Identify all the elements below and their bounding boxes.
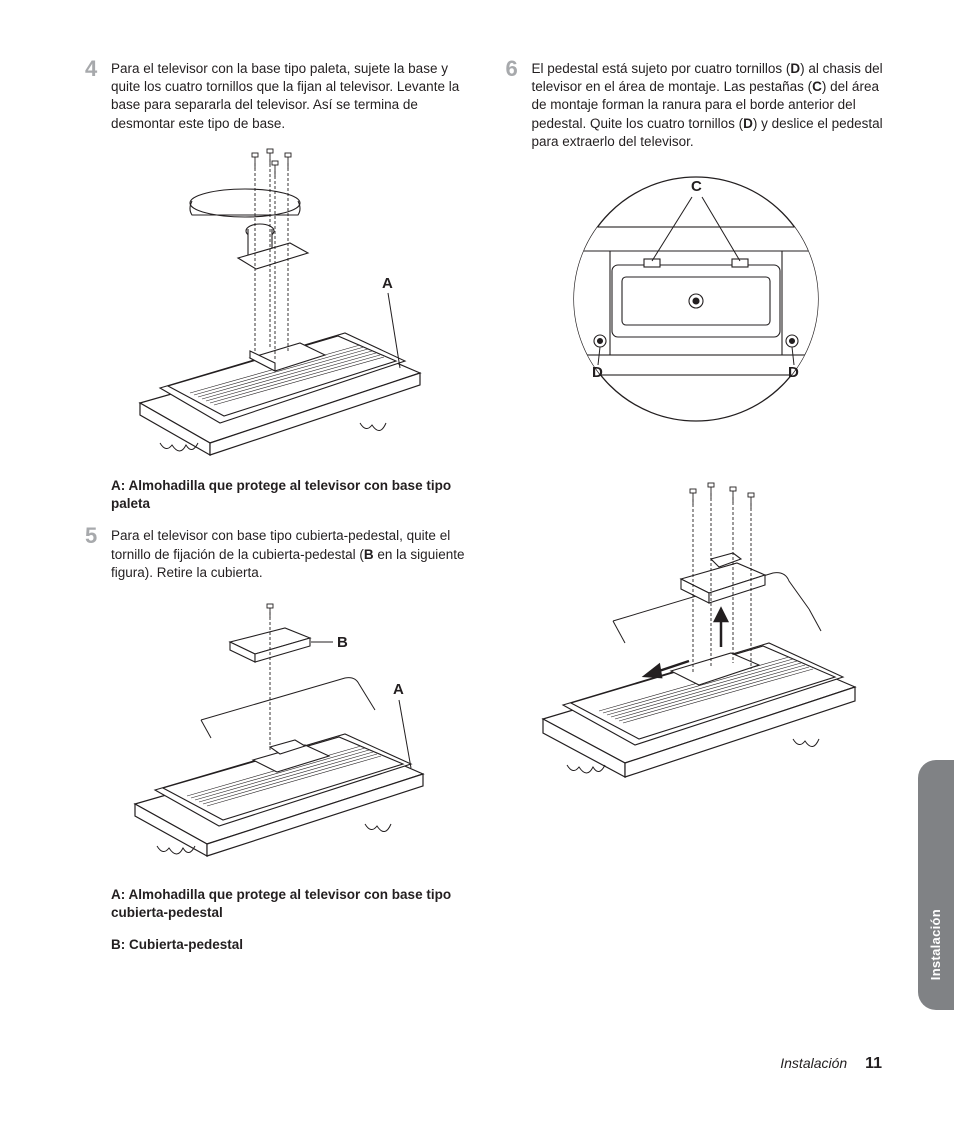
fig3-label-d-left: D	[592, 364, 603, 381]
step-6: 6 El pedestal está sujeto por cuatro tor…	[506, 60, 887, 151]
section-tab: Instalación	[918, 760, 954, 1010]
figure-4	[506, 459, 887, 799]
caption-2a: A: Almohadilla que protege al televisor …	[111, 886, 466, 922]
step-5-number: 5	[85, 525, 111, 582]
right-column: 6 El pedestal está sujeto por cuatro tor…	[506, 60, 887, 969]
caption-2b: B: Cubierta-pedestal	[111, 936, 466, 954]
left-column: 4 Para el televisor con la base tipo pal…	[85, 60, 466, 969]
step-4-number: 4	[85, 58, 111, 133]
step-4-text: Para el televisor con la base tipo palet…	[111, 60, 466, 133]
step-6-text: El pedestal está sujeto por cuatro torni…	[532, 60, 887, 151]
fig2-label-b: B	[337, 634, 348, 651]
fig3-label-c: C	[691, 178, 702, 195]
step-5: 5 Para el televisor con base tipo cubier…	[85, 527, 466, 582]
figure-3-detail: C D D	[506, 169, 887, 429]
caption-1: A: Almohadilla que protege al televisor …	[111, 477, 466, 513]
fig2-label-a: A	[393, 681, 404, 698]
step-5-text: Para el televisor con base tipo cubierta…	[111, 527, 466, 582]
fig1-label-a: A	[382, 275, 393, 292]
figure-1: A	[85, 143, 466, 463]
footer-page-number: 11	[865, 1055, 882, 1072]
figure-2: B A	[85, 592, 466, 872]
footer-section: Instalación	[780, 1055, 847, 1071]
page-footer: Instalación 11	[780, 1053, 882, 1075]
step-6-number: 6	[506, 58, 532, 151]
step-4: 4 Para el televisor con la base tipo pal…	[85, 60, 466, 133]
fig3-label-d-right: D	[788, 364, 799, 381]
section-tab-label: Instalación	[927, 909, 945, 980]
